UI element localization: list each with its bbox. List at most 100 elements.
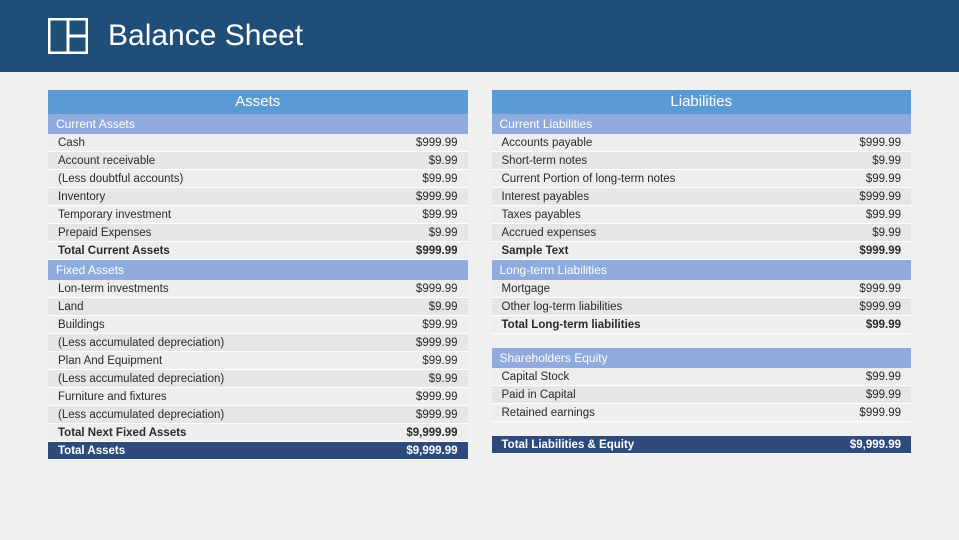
page-title: Balance Sheet	[108, 19, 303, 53]
row-label: Retained earnings	[502, 407, 595, 419]
row-value: $9.99	[429, 301, 458, 313]
table-row: Cash$999.99	[48, 134, 468, 152]
table-row: Accounts payable$999.99	[492, 134, 912, 152]
liabilities-title: Liabilities	[492, 90, 912, 114]
row-value: $99.99	[422, 319, 457, 331]
row-label: Capital Stock	[502, 371, 570, 383]
table-row: Mortgage $999.99	[492, 280, 912, 298]
table-row: Land $9.99	[48, 298, 468, 316]
row-label: Mortgage	[502, 283, 551, 295]
row-label: Total Next Fixed Assets	[58, 427, 186, 439]
shareholders-equity-rows: Capital Stock $99.99 Paid in Capital$99.9…	[492, 368, 912, 422]
row-value: $999.99	[859, 245, 901, 257]
table-row: Buildings$99.99	[48, 316, 468, 334]
row-label: Short-term notes	[502, 155, 588, 167]
row-value: $9.99	[872, 155, 901, 167]
row-label: Accrued expenses	[502, 227, 597, 239]
row-value: $9,999.99	[406, 445, 457, 457]
row-label: Account receivable	[58, 155, 155, 167]
row-value: $999.99	[859, 301, 901, 313]
assets-title: Assets	[48, 90, 468, 114]
row-value: $999.99	[416, 283, 458, 295]
content-area: Assets Current Assets Cash$999.99 Accoun…	[0, 72, 959, 460]
table-row: Lon-term investments $999.99	[48, 280, 468, 298]
row-label: Inventory	[58, 191, 105, 203]
row-value: $99.99	[866, 173, 901, 185]
header-bar: Balance Sheet	[0, 0, 959, 72]
row-value: $999.99	[859, 191, 901, 203]
row-label: (Less accumulated depreciation)	[58, 337, 224, 349]
table-row: Short-term notes $9.99	[492, 152, 912, 170]
row-label: Land	[58, 301, 84, 313]
row-label: Lon-term investments	[58, 283, 169, 295]
row-value: $99.99	[866, 371, 901, 383]
row-value: $99.99	[866, 319, 901, 331]
grand-total-row: Total Liabilities & Equity $9,999.99	[492, 436, 912, 454]
table-row: Interest payables $999.99	[492, 188, 912, 206]
table-row: Capital Stock $99.99	[492, 368, 912, 386]
assets-column: Assets Current Assets Cash$999.99 Accoun…	[48, 90, 468, 460]
current-assets-heading: Current Assets	[48, 114, 468, 134]
table-row: (Less accumulated depreciation)$9.99	[48, 370, 468, 388]
table-row: Prepaid Expenses $9.99	[48, 224, 468, 242]
shareholders-equity-heading: Shareholders Equity	[492, 348, 912, 368]
total-row: Total Current Assets $999.99	[48, 242, 468, 260]
row-value: $9,999.99	[850, 439, 901, 451]
row-label: Other log-term liabilities	[502, 301, 623, 313]
row-value: $999.99	[416, 337, 458, 349]
grand-total-row: Total Assets $9,999.99	[48, 442, 468, 460]
row-value: $999.99	[416, 191, 458, 203]
current-liabilities-rows: Accounts payable$999.99 Short-term notes…	[492, 134, 912, 260]
row-value: $99.99	[866, 389, 901, 401]
row-label: Prepaid Expenses	[58, 227, 151, 239]
row-label: Current Portion of long-term notes	[502, 173, 676, 185]
row-label: Taxes payables	[502, 209, 581, 221]
table-row: Taxes payables $99.99	[492, 206, 912, 224]
table-row: Current Portion of long-term notes $99.99	[492, 170, 912, 188]
row-label: Cash	[58, 137, 85, 149]
row-value: $99.99	[422, 173, 457, 185]
row-label: Total Current Assets	[58, 245, 170, 257]
table-row: Plan And Equipment $99.99	[48, 352, 468, 370]
row-value: $9.99	[872, 227, 901, 239]
row-value: $9.99	[429, 155, 458, 167]
table-row: (Less accumulated depreciation) $999.99	[48, 334, 468, 352]
balance-sheet-icon	[48, 18, 88, 54]
table-row: Accrued expenses $9.99	[492, 224, 912, 242]
table-row: Temporary investment $99.99	[48, 206, 468, 224]
table-row: Retained earnings $999.99	[492, 404, 912, 422]
section-gap	[492, 422, 912, 436]
row-value: $999.99	[416, 391, 458, 403]
current-liabilities-heading: Current Liabilities	[492, 114, 912, 134]
row-value: $999.99	[859, 407, 901, 419]
row-value: $99.99	[422, 209, 457, 221]
table-row: Paid in Capital$99.99	[492, 386, 912, 404]
longterm-liabilities-heading: Long-term Liabilities	[492, 260, 912, 280]
row-value: $999.99	[859, 283, 901, 295]
fixed-assets-heading: Fixed Assets	[48, 260, 468, 280]
row-value: $9,999.99	[406, 427, 457, 439]
row-label: Furniture and fixtures	[58, 391, 167, 403]
row-label: Accounts payable	[502, 137, 593, 149]
row-label: (Less accumulated depreciation)	[58, 373, 224, 385]
row-value: $999.99	[416, 409, 458, 421]
row-label: Interest payables	[502, 191, 590, 203]
row-value: $9.99	[429, 227, 458, 239]
row-label: Sample Text	[502, 245, 569, 257]
row-value: $99.99	[866, 209, 901, 221]
current-assets-rows: Cash$999.99 Account receivable$9.99 (Les…	[48, 134, 468, 260]
row-label: Total Assets	[58, 445, 125, 457]
fixed-assets-rows: Lon-term investments $999.99 Land $9.99 Bu…	[48, 280, 468, 460]
row-label: Plan And Equipment	[58, 355, 162, 367]
longterm-liabilities-rows: Mortgage $999.99 Other log-term liabiliti…	[492, 280, 912, 334]
liabilities-grand-total: Total Liabilities & Equity $9,999.99	[492, 436, 912, 454]
row-value: $999.99	[416, 245, 458, 257]
row-label: Total Liabilities & Equity	[502, 439, 635, 451]
liabilities-column: Liabilities Current Liabilities Accounts…	[492, 90, 912, 460]
table-row: Account receivable $9.99	[48, 152, 468, 170]
row-label: Temporary investment	[58, 209, 171, 221]
row-value: $99.99	[422, 355, 457, 367]
section-gap	[492, 334, 912, 348]
row-label: (Less doubtful accounts)	[58, 173, 183, 185]
table-row: Furniture and fixtures $999.99	[48, 388, 468, 406]
